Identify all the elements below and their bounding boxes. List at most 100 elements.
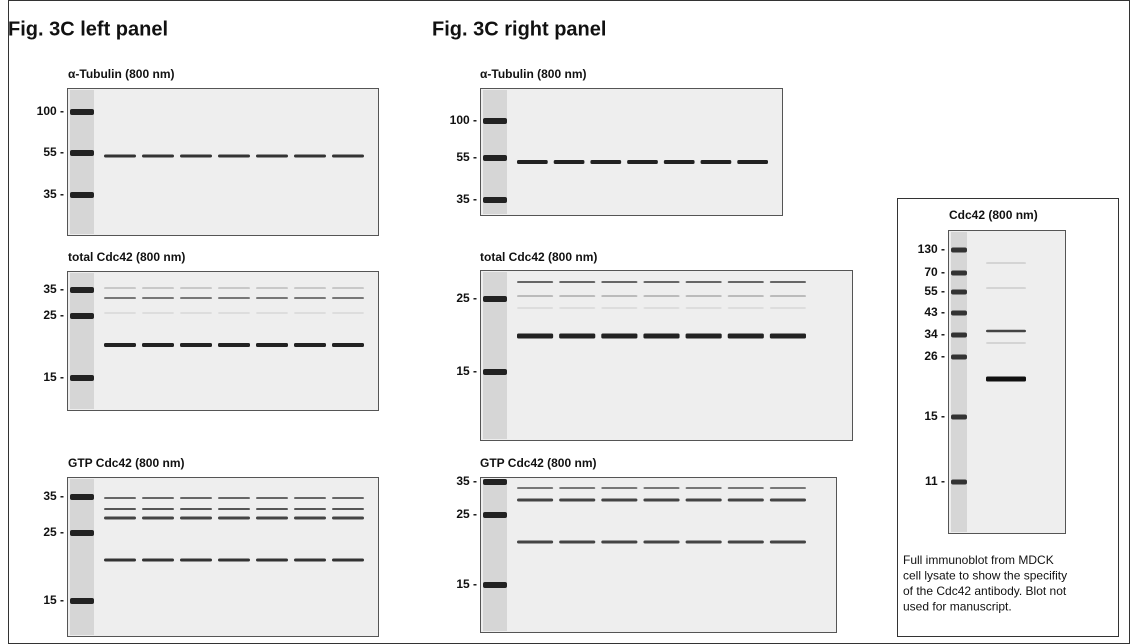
band (517, 295, 554, 297)
band (769, 498, 806, 502)
panel-title: Fig. 3C right panel (432, 18, 606, 40)
band (104, 312, 136, 314)
blot-frame (67, 477, 379, 637)
ladder-band (951, 414, 967, 420)
ladder-band (70, 530, 94, 536)
panel-title: Fig. 3C left panel (8, 18, 168, 40)
band (142, 287, 174, 289)
band (601, 307, 638, 309)
band (601, 540, 638, 544)
ladder-band (483, 479, 507, 485)
blot-label: GTP Cdc42 (800 nm) (68, 456, 184, 470)
band (727, 295, 764, 297)
band (559, 281, 596, 283)
ladder-band (483, 512, 507, 518)
band (180, 558, 212, 562)
band (104, 297, 136, 299)
marker-label: 55 - (43, 145, 64, 159)
ladder-band (951, 247, 967, 253)
band (627, 160, 658, 164)
band (332, 497, 364, 499)
band (769, 295, 806, 297)
band (559, 333, 596, 339)
band (218, 312, 250, 314)
band (643, 487, 680, 489)
marker-label: 15 - (43, 370, 64, 384)
band (180, 287, 212, 289)
marker-label: 15 - (456, 577, 477, 591)
marker-label: 35 - (43, 489, 64, 503)
band (256, 312, 288, 314)
band (769, 281, 806, 283)
band (517, 281, 554, 283)
band (590, 160, 622, 164)
band (727, 281, 764, 283)
band (218, 154, 250, 158)
band (685, 295, 722, 297)
band (685, 487, 722, 489)
band (986, 342, 1026, 344)
blot-label: GTP Cdc42 (800 nm) (480, 456, 596, 470)
ladder-lane (70, 273, 94, 409)
band (700, 160, 732, 164)
ladder-band (483, 296, 507, 302)
band (643, 295, 680, 297)
band (256, 508, 288, 510)
ladder-band (70, 109, 94, 115)
ladder-band (70, 150, 94, 156)
band (727, 498, 764, 502)
band (332, 312, 364, 314)
ladder-band (951, 310, 967, 316)
band (332, 516, 364, 520)
band (685, 281, 722, 283)
band (643, 333, 680, 339)
inset-label: Cdc42 (800 nm) (949, 208, 1038, 222)
band (256, 297, 288, 299)
caption-line: Full immunoblot from MDCK (903, 553, 1054, 567)
band (517, 498, 554, 502)
band (559, 307, 596, 309)
band (517, 333, 554, 339)
ladder-band (483, 155, 507, 161)
band (294, 343, 326, 347)
band (180, 312, 212, 314)
band (294, 508, 326, 510)
marker-label: 34 - (924, 327, 945, 341)
marker-label: 70 - (924, 265, 945, 279)
ladder-band (483, 369, 507, 375)
band (727, 333, 764, 339)
band (294, 497, 326, 499)
band (601, 487, 638, 489)
band (517, 540, 554, 544)
ladder-band (951, 289, 967, 295)
band (559, 487, 596, 489)
band (986, 329, 1026, 333)
ladder-lane (483, 479, 507, 631)
band (256, 497, 288, 499)
band (737, 160, 768, 164)
marker-label: 35 - (43, 187, 64, 201)
caption-line: used for manuscript. (903, 600, 1012, 614)
ladder-band (70, 598, 94, 604)
band (104, 343, 136, 347)
band (559, 295, 596, 297)
marker-label: 55 - (924, 284, 945, 298)
caption-line: of the Cdc42 antibody. Blot not (903, 584, 1067, 598)
band (685, 333, 722, 339)
blot-frame (67, 88, 379, 236)
band (180, 516, 212, 520)
blot-label: α-Tubulin (800 nm) (480, 67, 586, 81)
band (104, 508, 136, 510)
marker-label: 15 - (924, 409, 945, 423)
band (332, 154, 364, 158)
marker-label: 55 - (456, 150, 477, 164)
band (142, 508, 174, 510)
band (218, 508, 250, 510)
band (294, 297, 326, 299)
caption-line: cell lysate to show the specifity (903, 569, 1067, 583)
band (643, 281, 680, 283)
ladder-band (70, 287, 94, 293)
ladder-band (70, 192, 94, 198)
ladder-band (951, 354, 967, 360)
